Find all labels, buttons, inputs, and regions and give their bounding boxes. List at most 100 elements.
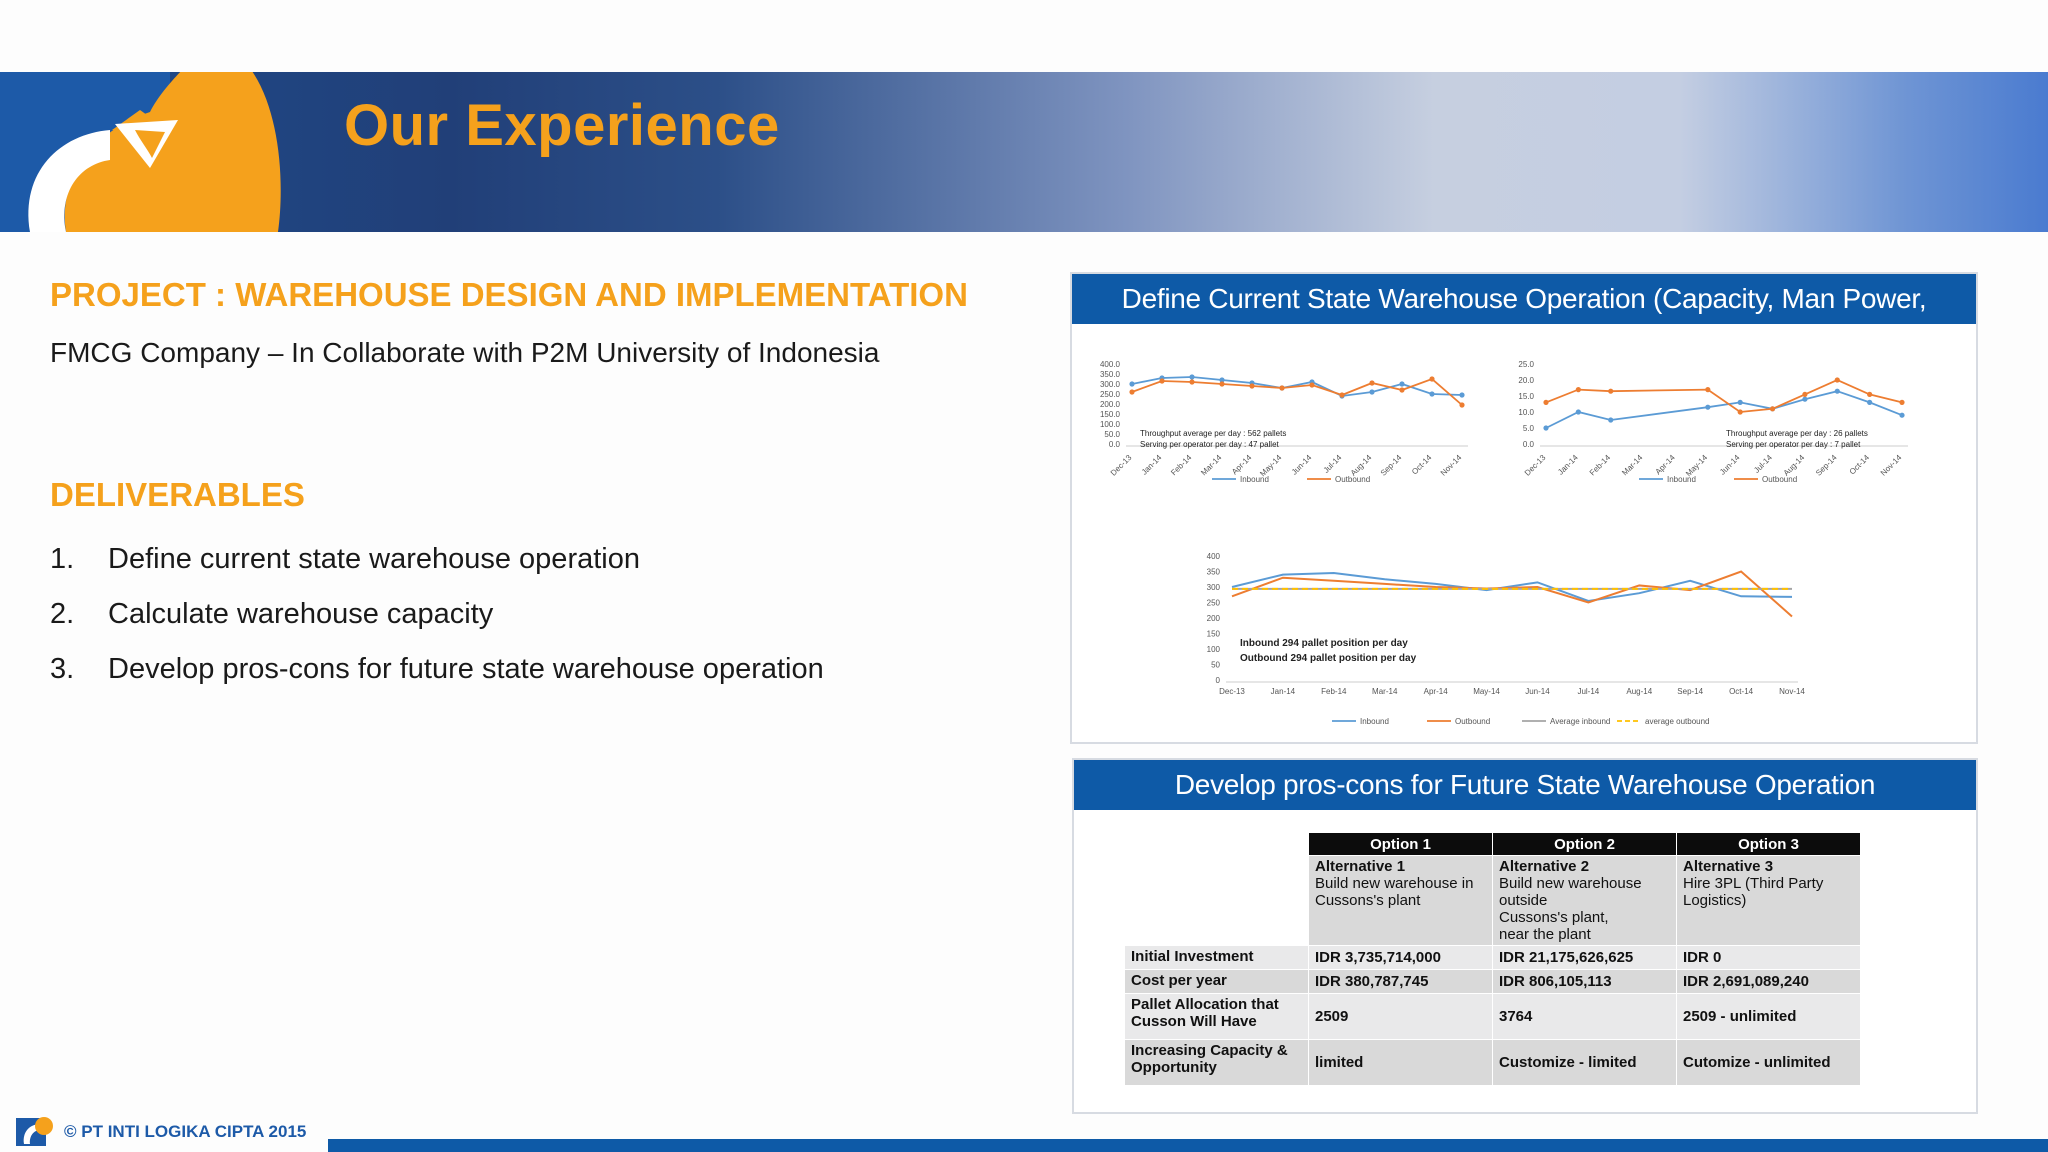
data-point (1159, 378, 1165, 384)
y-tick-label: 0.0 (1109, 440, 1121, 449)
x-tick-label: Jun-14 (1718, 453, 1742, 477)
x-tick-label: Jan-14 (1556, 453, 1580, 477)
data-point (1189, 379, 1195, 385)
x-tick-label: Nov-14 (1879, 453, 1904, 478)
legend-label: Inbound (1667, 475, 1696, 484)
list-item: 1. Define current state warehouse operat… (50, 532, 824, 587)
legend-label: Outbound (1455, 717, 1490, 726)
future-state-panel-title: Develop pros-cons for Future State Wareh… (1074, 760, 1976, 810)
list-item-text: Develop pros-cons for future state wareh… (108, 653, 824, 685)
x-tick-label: Apr-14 (1230, 453, 1254, 477)
data-point (1737, 409, 1743, 415)
legend-label: Inbound (1240, 475, 1269, 484)
x-tick-label: Jan-14 (1271, 687, 1296, 696)
table-row: Pallet Allocation that Cusson Will Have … (1124, 993, 1861, 1040)
y-tick-label: 200.0 (1100, 400, 1121, 409)
table-cell: IDR 380,787,745 (1308, 969, 1493, 994)
x-tick-label: Aug-14 (1349, 453, 1374, 478)
table-cell: Cutomize - unlimited (1676, 1039, 1861, 1086)
data-point (1834, 388, 1840, 394)
data-point (1309, 382, 1315, 388)
y-tick-label: 250.0 (1100, 390, 1121, 399)
deliverables-title: DELIVERABLES (50, 476, 305, 513)
x-tick-label: Sep-14 (1379, 453, 1404, 478)
y-tick-label: 150 (1207, 630, 1221, 639)
x-tick-label: Jun-14 (1525, 687, 1550, 696)
table-blank-cell (1124, 855, 1309, 946)
y-tick-label: 200 (1207, 614, 1221, 623)
table-cell: IDR 21,175,626,625 (1492, 945, 1677, 970)
data-point (1219, 377, 1225, 383)
chart-annotation: Throughput average per day : 562 pallets (1140, 429, 1286, 438)
chart-annotation: Throughput average per day : 26 pallets (1726, 429, 1868, 438)
data-point (1369, 380, 1375, 386)
table-cell: 2509 - unlimited (1676, 993, 1861, 1040)
x-tick-label: Dec-13 (1109, 453, 1134, 478)
y-tick-label: 400 (1207, 552, 1221, 561)
data-point (1543, 425, 1549, 431)
data-point (1279, 385, 1285, 391)
row-label: Pallet Allocation that Cusson Will Have (1124, 993, 1309, 1040)
current-state-panel-title: Define Current State Warehouse Operation… (1072, 274, 1976, 364)
deliverables-list: 1. Define current state warehouse operat… (50, 532, 824, 697)
footer-bar (328, 1139, 2048, 1152)
data-point (1219, 381, 1225, 387)
data-point (1429, 391, 1435, 397)
y-tick-label: 100 (1207, 645, 1221, 654)
table-header-option-3: Option 3 (1676, 832, 1861, 856)
data-point (1834, 377, 1840, 383)
x-tick-label: Feb-14 (1321, 687, 1347, 696)
x-tick-label: Dec-13 (1219, 687, 1245, 696)
alternative-desc-line: near the plant (1499, 926, 1591, 943)
chart-annotation: Outbound 294 pallet position per day (1240, 653, 1417, 664)
table-corner (1124, 832, 1309, 856)
series-line (1131, 377, 1463, 406)
data-point (1899, 412, 1905, 418)
x-tick-label: Apr-14 (1424, 687, 1449, 696)
y-tick-label: 50 (1211, 661, 1220, 670)
x-tick-label: Jul-14 (1322, 453, 1344, 475)
row-label: Initial Investment (1124, 945, 1309, 970)
table-row: Initial Investment IDR 3,735,714,000 IDR… (1124, 945, 1861, 970)
y-tick-label: 0 (1216, 676, 1221, 685)
alternative-name: Alternative 1 (1315, 858, 1406, 875)
data-point (1705, 404, 1711, 410)
options-table: Option 1 Option 2 Option 3 Alternative 1… (1124, 832, 1861, 1086)
series-line (1131, 376, 1463, 397)
x-tick-label: Sep-14 (1677, 687, 1703, 696)
x-tick-label: May-14 (1473, 687, 1500, 696)
list-item-number: 1. (50, 543, 75, 575)
future-state-panel: Develop pros-cons for Future State Wareh… (1072, 758, 1978, 1114)
chart-annotation: Inbound 294 pallet position per day (1240, 638, 1408, 649)
data-point (1769, 406, 1776, 412)
project-title: PROJECT : WAREHOUSE DESIGN AND IMPLEMENT… (50, 276, 968, 313)
alternative-name: Alternative 3 (1683, 858, 1774, 875)
x-tick-label: Oct-14 (1729, 687, 1754, 696)
x-tick-label: Jul-14 (1577, 687, 1599, 696)
data-point (1543, 399, 1549, 405)
data-point (1189, 374, 1195, 380)
x-tick-label: Oct-14 (1410, 453, 1434, 477)
table-cell: IDR 0 (1676, 945, 1861, 970)
data-point (1575, 387, 1581, 393)
y-tick-label: 50.0 (1104, 430, 1120, 439)
x-tick-label: Jul-14 (1752, 453, 1774, 475)
list-item-text: Calculate warehouse capacity (108, 598, 494, 630)
data-point (1249, 383, 1255, 389)
table-header-option-2: Option 2 (1492, 832, 1677, 856)
x-tick-label: Dec-13 (1523, 453, 1548, 478)
y-tick-label: 350.0 (1100, 370, 1121, 379)
chart-annotation: Serving per operator per day : 47 pallet (1140, 440, 1280, 449)
alternative-3-cell: Alternative 3 Hire 3PL (Third Party Logi… (1676, 855, 1861, 946)
list-item: 3. Develop pros-cons for future state wa… (50, 642, 824, 697)
x-tick-label: Feb-14 (1588, 453, 1613, 478)
series-line (1231, 570, 1793, 618)
table-cell: IDR 806,105,113 (1492, 969, 1677, 994)
legend-label: Average inbound (1550, 717, 1610, 726)
y-tick-label: 5.0 (1523, 424, 1535, 433)
y-tick-label: 350 (1207, 568, 1221, 577)
table-row: Cost per year IDR 380,787,745 IDR 806,10… (1124, 969, 1861, 994)
table-row: Increasing Capacity & Opportunity limite… (1124, 1039, 1861, 1086)
data-point (1399, 387, 1405, 393)
x-tick-label: Nov-14 (1779, 687, 1805, 696)
